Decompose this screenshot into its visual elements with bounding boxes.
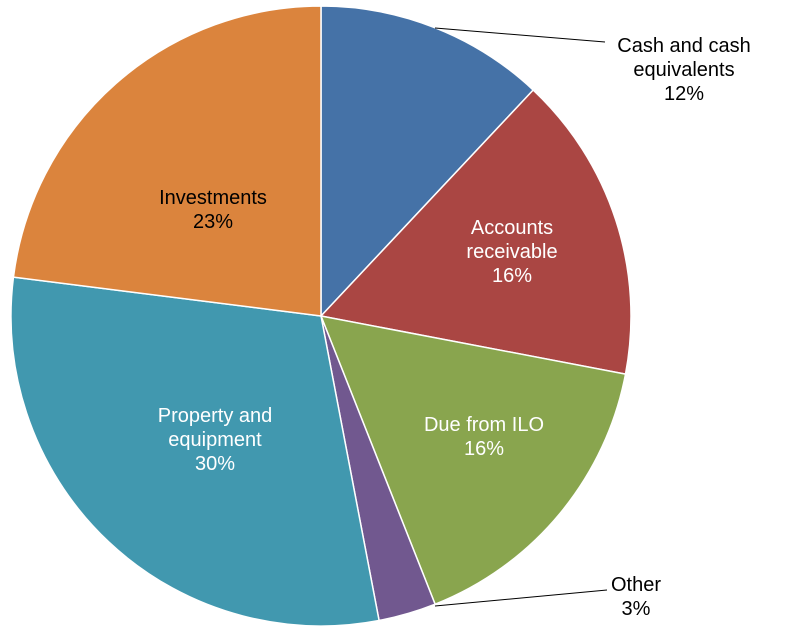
- pie-slice: [319, 315, 627, 606]
- percent-label: 16%: [463, 438, 505, 460]
- percent-label: 3%: [621, 598, 651, 620]
- percent-label: 30%: [194, 453, 236, 475]
- slice-label: Accounts receivable 16%: [442, 216, 582, 288]
- slice-label: Investments 23%: [133, 186, 293, 234]
- category-name: Accounts receivable: [466, 217, 558, 263]
- percent-label: 12%: [663, 83, 705, 105]
- slice-label: Property and equipment 30%: [140, 404, 290, 476]
- slice-label: Other 3%: [596, 573, 676, 621]
- category-name: Investments: [159, 187, 267, 209]
- category-name: Property and equipment: [157, 405, 273, 451]
- slice-label: Due from ILO 16%: [384, 413, 584, 461]
- category-name: Other: [610, 574, 662, 596]
- pie-slice: [12, 5, 322, 317]
- pie-slice: [319, 88, 632, 375]
- percent-label: 23%: [192, 211, 234, 233]
- category-name: Cash and cash equivalents: [617, 35, 751, 81]
- category-name: Due from ILO: [423, 414, 545, 436]
- slice-label: Cash and cash equivalents 12%: [599, 34, 769, 106]
- leader-line: [434, 27, 606, 43]
- pie-slice: [10, 276, 380, 627]
- percent-label: 16%: [491, 265, 533, 287]
- leader-line: [434, 589, 608, 607]
